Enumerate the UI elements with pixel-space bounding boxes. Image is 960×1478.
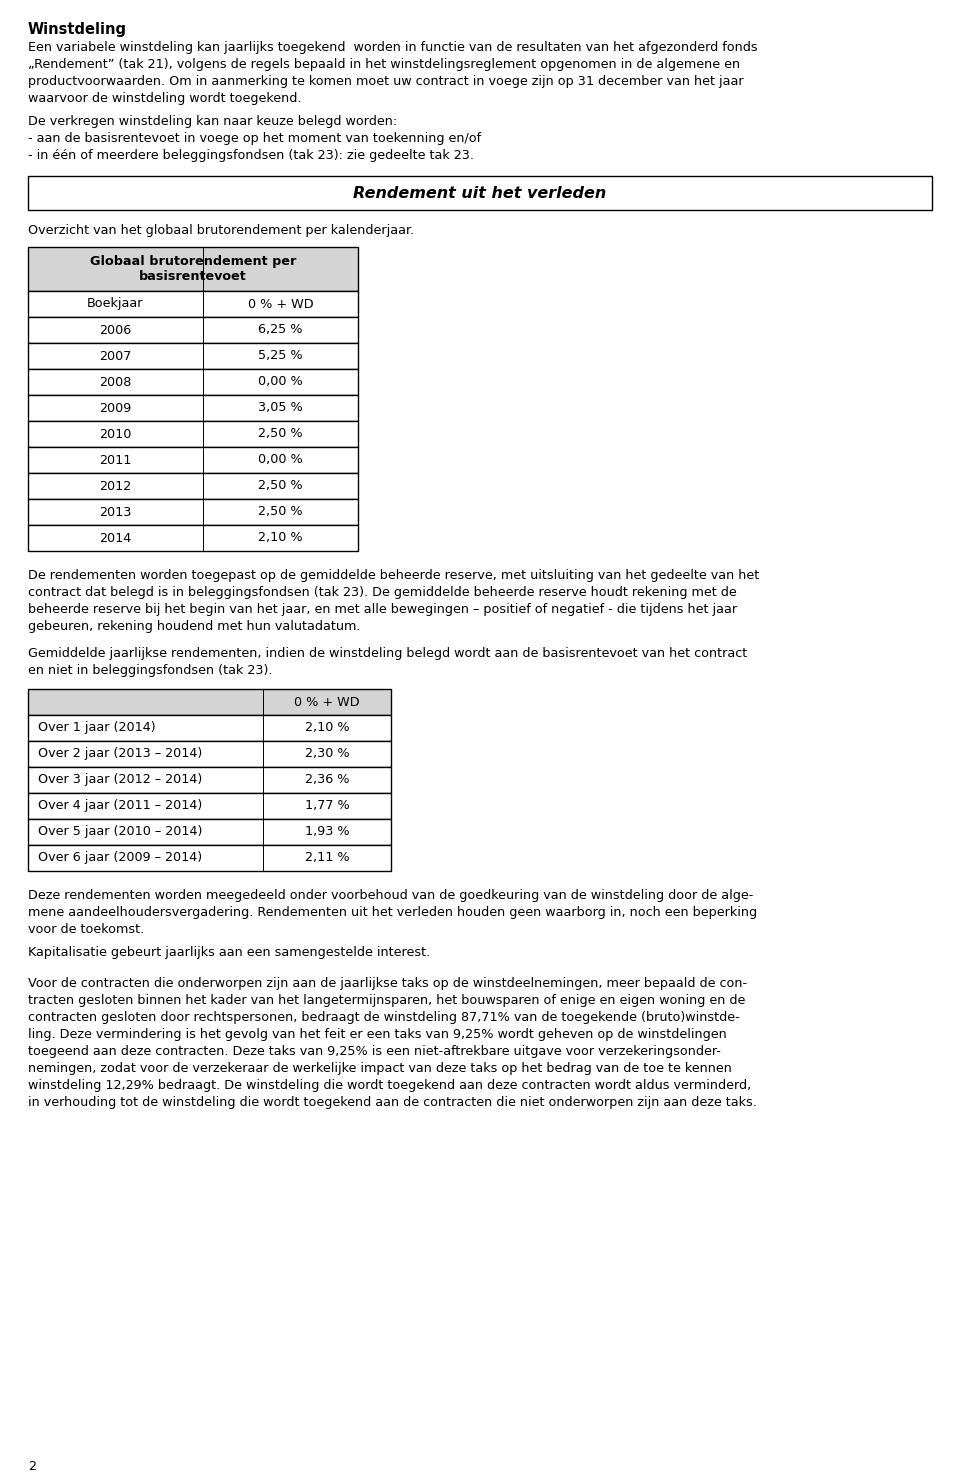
Bar [28,247,358,291]
Text: 2010: 2010 [99,427,132,440]
Text: 2,36 %: 2,36 % [304,773,349,786]
Bar [28,740,391,767]
Text: Kapitalisatie gebeurt jaarlijks aan een samengestelde interest.: Kapitalisatie gebeurt jaarlijks aan een … [28,946,430,959]
Text: contracten gesloten door rechtspersonen, bedraagt de winstdeling 87,71% van de t: contracten gesloten door rechtspersonen,… [28,1011,740,1024]
Text: 5,25 %: 5,25 % [258,349,302,362]
Text: in verhouding tot de winstdeling die wordt toegekend aan de contracten die niet : in verhouding tot de winstdeling die wor… [28,1097,756,1108]
Text: 0,00 %: 0,00 % [258,375,302,389]
Bar [28,395,358,421]
Text: 0 % + WD: 0 % + WD [294,696,360,708]
Bar [28,316,358,343]
Text: 2012: 2012 [100,479,132,492]
Text: 1,93 %: 1,93 % [304,826,349,838]
Text: 2,50 %: 2,50 % [258,505,302,519]
Text: Voor de contracten die onderworpen zijn aan de jaarlijkse taks op de winstdeelne: Voor de contracten die onderworpen zijn … [28,977,747,990]
Text: Over 5 jaar (2010 – 2014): Over 5 jaar (2010 – 2014) [38,826,203,838]
Text: Gemiddelde jaarlijkse rendementen, indien de winstdeling belegd wordt aan de bas: Gemiddelde jaarlijkse rendementen, indie… [28,647,747,661]
Text: 2,11 %: 2,11 % [304,851,349,865]
Text: gebeuren, rekening houdend met hun valutadatum.: gebeuren, rekening houdend met hun valut… [28,619,361,633]
Text: 6,25 %: 6,25 % [258,324,302,337]
Text: 3,05 %: 3,05 % [258,402,302,414]
Text: 1,77 %: 1,77 % [304,800,349,813]
Text: 2014: 2014 [100,532,132,544]
Text: 0,00 %: 0,00 % [258,454,302,467]
Text: 2,30 %: 2,30 % [304,748,349,761]
Text: 2,50 %: 2,50 % [258,427,302,440]
Text: 2007: 2007 [99,349,132,362]
Text: 2,50 %: 2,50 % [258,479,302,492]
Bar [28,715,391,740]
Text: Overzicht van het globaal brutorendement per kalenderjaar.: Overzicht van het globaal brutorendement… [28,225,415,236]
Text: tracten gesloten binnen het kader van het langetermijnsparen, het bouwsparen of : tracten gesloten binnen het kader van he… [28,995,745,1007]
Text: ling. Deze vermindering is het gevolg van het feit er een taks van 9,25% wordt g: ling. Deze vermindering is het gevolg va… [28,1029,727,1041]
Text: en niet in beleggingsfondsen (tak 23).: en niet in beleggingsfondsen (tak 23). [28,664,273,677]
Bar [28,819,391,845]
Bar [28,176,932,210]
Text: mene aandeelhoudersvergadering. Rendementen uit het verleden houden geen waarbor: mene aandeelhoudersvergadering. Rendemen… [28,906,757,919]
Text: voor de toekomst.: voor de toekomst. [28,922,144,936]
Text: nemingen, zodat voor de verzekeraar de werkelijke impact van deze taks op het be: nemingen, zodat voor de verzekeraar de w… [28,1063,732,1075]
Text: beheerde reserve bij het begin van het jaar, en met alle bewegingen – positief o: beheerde reserve bij het begin van het j… [28,603,737,616]
Text: waarvoor de winstdeling wordt toegekend.: waarvoor de winstdeling wordt toegekend. [28,92,301,105]
Text: Globaal brutorendement per
basisrentevoet: Globaal brutorendement per basisrentevoe… [90,256,297,282]
Text: 0 % + WD: 0 % + WD [248,297,313,310]
Text: 2,10 %: 2,10 % [304,721,349,735]
Bar [28,421,358,446]
Bar [28,370,358,395]
Text: - aan de basisrentevoet in voege op het moment van toekenning en/of: - aan de basisrentevoet in voege op het … [28,132,481,145]
Text: winstdeling 12,29% bedraagt. De winstdeling die wordt toegekend aan deze contrac: winstdeling 12,29% bedraagt. De winstdel… [28,1079,752,1092]
Text: 2: 2 [28,1460,36,1474]
Text: Deze rendementen worden meegedeeld onder voorbehoud van de goedkeuring van de wi: Deze rendementen worden meegedeeld onder… [28,888,754,902]
Text: productvoorwaarden. Om in aanmerking te komen moet uw contract in voege zijn op : productvoorwaarden. Om in aanmerking te … [28,75,744,89]
Bar [28,794,391,819]
Text: De rendementen worden toegepast op de gemiddelde beheerde reserve, met uitsluiti: De rendementen worden toegepast op de ge… [28,569,759,582]
Text: Over 2 jaar (2013 – 2014): Over 2 jaar (2013 – 2014) [38,748,203,761]
Text: Boekjaar: Boekjaar [87,297,144,310]
Text: Over 3 jaar (2012 – 2014): Over 3 jaar (2012 – 2014) [38,773,203,786]
Bar [28,343,358,370]
Text: contract dat belegd is in beleggingsfondsen (tak 23). De gemiddelde beheerde res: contract dat belegd is in beleggingsfond… [28,585,736,599]
Bar [28,767,391,794]
Text: Rendement uit het verleden: Rendement uit het verleden [353,186,607,201]
Text: De verkregen winstdeling kan naar keuze belegd worden:: De verkregen winstdeling kan naar keuze … [28,115,397,129]
Bar [28,525,358,551]
Bar [28,845,391,871]
Bar [28,689,391,715]
Text: Een variabele winstdeling kan jaarlijks toegekend  worden in functie van de resu: Een variabele winstdeling kan jaarlijks … [28,41,757,55]
Bar [28,291,358,316]
Text: 2011: 2011 [99,454,132,467]
Text: Over 4 jaar (2011 – 2014): Over 4 jaar (2011 – 2014) [38,800,203,813]
Bar [28,446,358,473]
Bar [28,500,358,525]
Text: - in één of meerdere beleggingsfondsen (tak 23): zie gedeelte tak 23.: - in één of meerdere beleggingsfondsen (… [28,149,474,163]
Text: Winstdeling: Winstdeling [28,22,127,37]
Text: toegeend aan deze contracten. Deze taks van 9,25% is een niet-aftrekbare uitgave: toegeend aan deze contracten. Deze taks … [28,1045,721,1058]
Text: 2006: 2006 [100,324,132,337]
Text: 2008: 2008 [99,375,132,389]
Text: Over 1 jaar (2014): Over 1 jaar (2014) [38,721,156,735]
Text: 2013: 2013 [99,505,132,519]
Bar [28,473,358,500]
Text: 2009: 2009 [100,402,132,414]
Text: 2,10 %: 2,10 % [258,532,302,544]
Text: „Rendement” (tak 21), volgens de regels bepaald in het winstdelingsreglement opg: „Rendement” (tak 21), volgens de regels … [28,58,740,71]
Text: Over 6 jaar (2009 – 2014): Over 6 jaar (2009 – 2014) [38,851,203,865]
